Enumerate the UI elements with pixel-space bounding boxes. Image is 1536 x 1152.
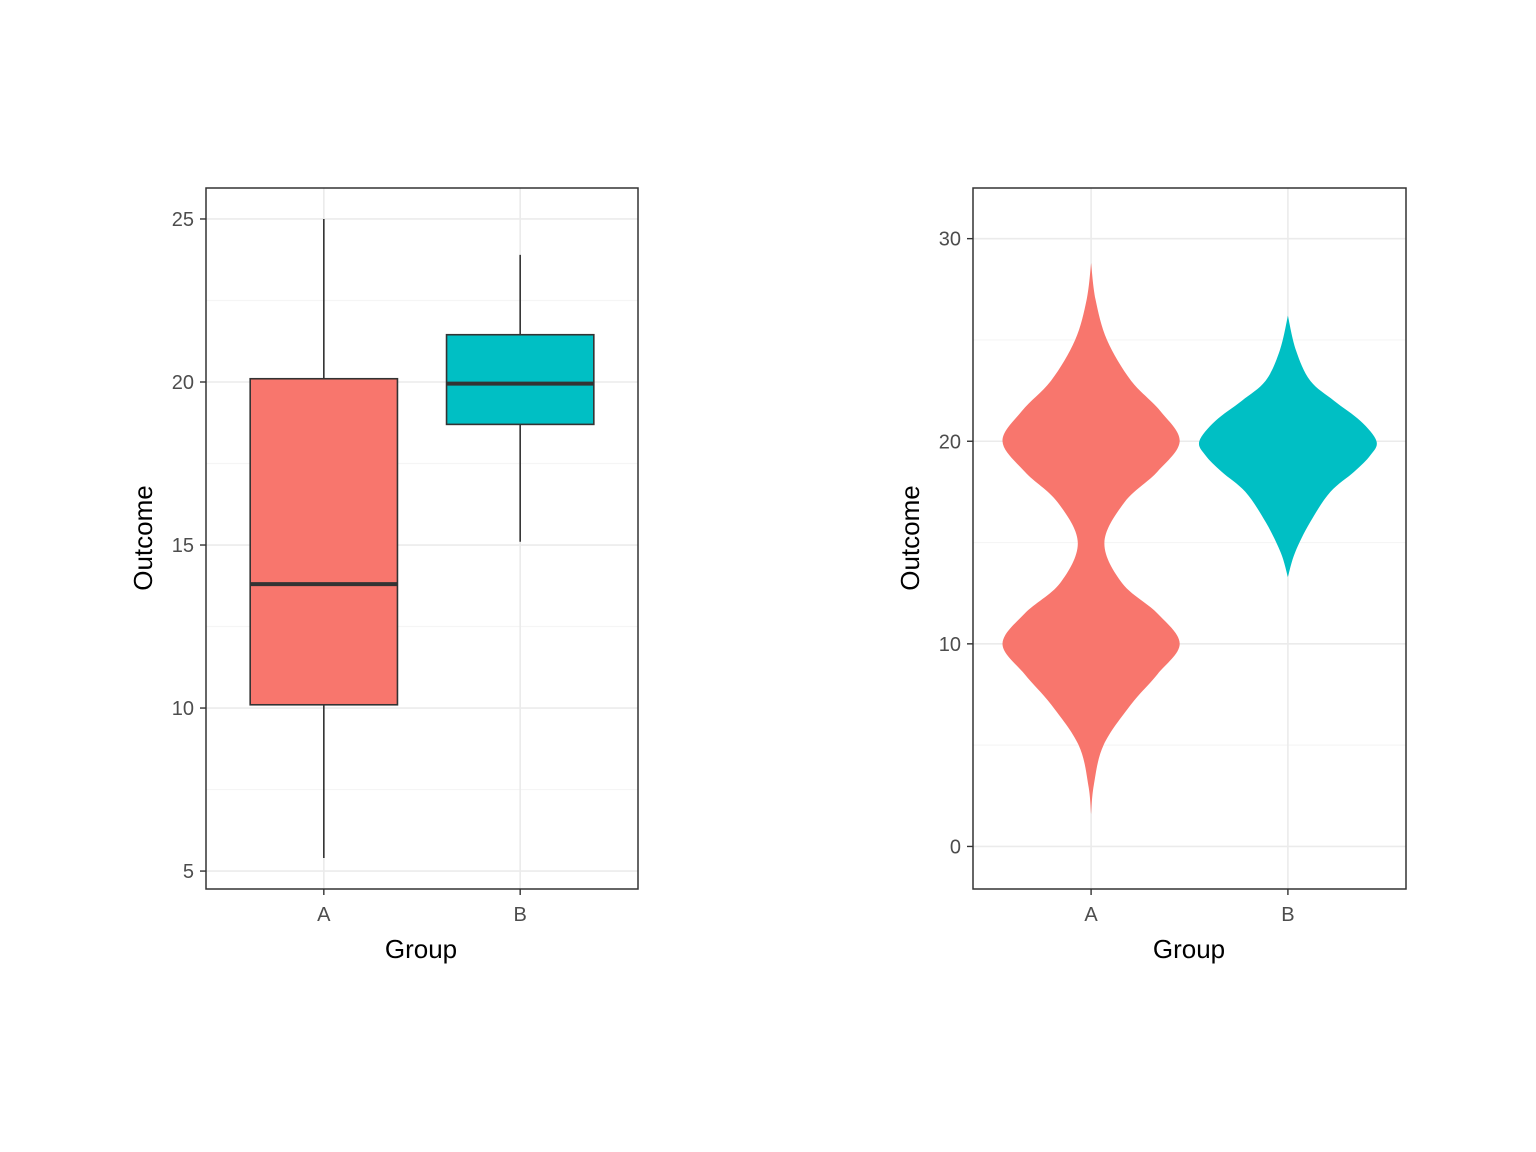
box-a [249,218,399,859]
x-tick-label-b: B [1281,904,1294,926]
violin-ticks: 0 10 20 30 A B [939,229,1295,926]
boxplot-panel-border [205,187,639,890]
y-tick-label: 10 [939,634,961,656]
box-body [249,377,399,706]
box-b [445,254,595,542]
y-tick-label: 5 [183,861,194,883]
y-tick-label: 20 [172,372,194,394]
violin-panel-border [972,187,1407,890]
y-tick-label: 0 [950,836,961,858]
y-tick-label: 20 [939,431,961,453]
y-tick-label: 25 [172,209,194,231]
boxplot-x-axis-title: Group [385,934,457,964]
x-tick-label-a: A [1084,904,1098,926]
violin-x-axis-title: Group [1153,934,1225,964]
boxplot-panel: 5 10 15 20 25 A B Group Outcome [128,187,639,964]
y-tick-label: 10 [172,698,194,720]
x-tick-label-a: A [317,904,331,926]
boxplot-ticks: 5 10 15 20 25 A B [172,209,527,926]
y-tick-label: 30 [939,229,961,251]
y-tick-label: 15 [172,535,194,557]
violin-b [1198,315,1377,577]
boxplot-y-axis-title: Outcome [128,485,158,591]
x-tick-label-b: B [514,904,527,926]
violin-y-axis-title: Outcome [895,485,925,591]
violin-marks [1002,263,1377,814]
violin-panel: 0 10 20 30 A B Group Outcome [895,187,1407,964]
violin-gridlines [973,188,1406,889]
box-body [445,333,595,426]
violin-a [1002,263,1180,814]
boxplot-marks [249,218,595,859]
violin-plot-area [973,188,1406,889]
